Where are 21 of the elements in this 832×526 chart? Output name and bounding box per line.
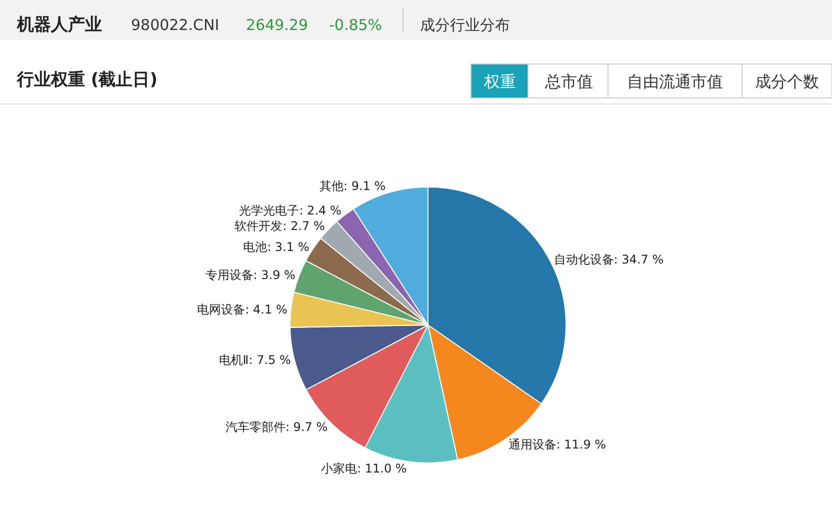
- text: 2649.29: [246, 16, 308, 34]
- slice-label: 电池: 3.1 %: [243, 240, 310, 254]
- slice-label: 软件开发: 2.7 %: [234, 219, 325, 234]
- slice-label: 自动化设备: 34.7 %: [554, 252, 664, 267]
- slice-label: 专用设备: 3.9 %: [205, 268, 296, 282]
- slice-label: 小家电: 11.0 %: [320, 462, 407, 476]
- slice-label: 其他: 9.1 %: [319, 179, 386, 194]
- text: 980022.CNI: [131, 16, 220, 34]
- slice-label: 电机Ⅱ: 7.5 %: [218, 352, 291, 367]
- text: 成分个数: [755, 72, 819, 91]
- text: 自由流通市值: [627, 72, 723, 91]
- text: -0.85%: [329, 16, 382, 34]
- slice-label: 通用设备: 11.9 %: [508, 438, 606, 452]
- text: 机器人产业: [16, 15, 102, 35]
- text: 总市值: [544, 72, 593, 91]
- text: 权重: [483, 72, 516, 91]
- slice-label: 电网设备: 4.1 %: [197, 302, 288, 317]
- slice-label: 光学光电子: 2.4 %: [239, 203, 342, 218]
- chart-subtitle: 行业权重 (截止日): [16, 70, 158, 90]
- text: 成分行业分布: [420, 16, 510, 34]
- slice-label: 汽车零部件: 9.7 %: [225, 420, 328, 434]
